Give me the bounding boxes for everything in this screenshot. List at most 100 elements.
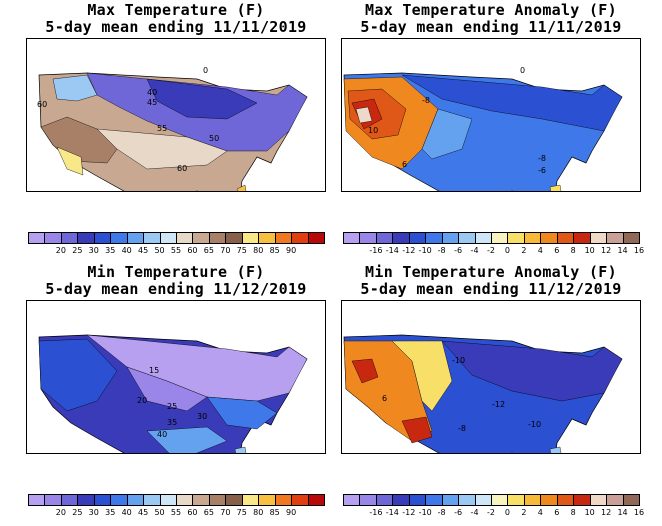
colorbar-tick-label: -6 — [454, 246, 463, 255]
colorbar-tick-label: -10 — [418, 508, 432, 517]
colorbar-tick-label: 0 — [504, 246, 510, 255]
colorbar-tick-label: 70 — [220, 246, 231, 255]
contour-label: 20 — [137, 396, 147, 405]
colorbar-tick-label: 16 — [633, 246, 645, 255]
colorbar-tick-label: 6 — [554, 246, 560, 255]
colorbar-swatch — [176, 232, 194, 244]
colorbar-tick-label: 25 — [72, 508, 83, 517]
colorbar-swatch — [225, 232, 243, 244]
colorbar-tick-label: -12 — [402, 508, 416, 517]
region-warm-sw — [56, 146, 84, 176]
colorbar-swatch — [392, 494, 410, 506]
colorbar-tick-label: -16 — [369, 508, 383, 517]
colorbar-swatch — [408, 232, 427, 244]
colorbar-swatch — [77, 494, 95, 506]
colorbar-tick-label: 55 — [170, 246, 182, 255]
contour-label: -12 — [492, 400, 505, 409]
colorbar-swatch — [458, 232, 476, 244]
colorbar-tick-label: -10 — [418, 246, 432, 255]
colorbar-tick-label: -14 — [385, 246, 399, 255]
colorbar-swatch — [491, 494, 509, 506]
map-min-temperature-anomaly: -10 -12 -10 -8 6 — [341, 300, 641, 454]
colorbar-tick-label: 30 — [88, 508, 99, 517]
colorbar-tick-label: 70 — [220, 508, 231, 517]
colorbar-swatch — [343, 232, 361, 244]
colorbar-tick-label: 40 — [121, 508, 132, 517]
colorbar-tick-label: 8 — [570, 246, 576, 255]
contour-label: 6 — [402, 160, 407, 169]
colorbar-swatch — [93, 232, 112, 244]
colorbar-swatch — [225, 494, 243, 506]
colorbar-tick-label: -4 — [470, 508, 479, 517]
colorbar-swatch — [241, 494, 260, 506]
colorbar-swatch — [159, 494, 177, 506]
colorbar-swatch — [556, 232, 575, 244]
colorbar-swatch — [28, 232, 46, 244]
colorbar-tick-label: 14 — [617, 508, 628, 517]
panel-min-temperature-anomaly: Min Temperature Anomaly (F) 5-day mean e… — [341, 262, 645, 526]
colorbar-swatch — [176, 494, 194, 506]
colorbar-swatch — [126, 494, 145, 506]
colorbar-tick-label: 35 — [105, 246, 116, 255]
contour-label: -8 — [458, 424, 466, 433]
colorbar-swatch — [44, 494, 62, 506]
panel-title-line2: 5-day mean ending 11/11/2019 — [45, 18, 307, 36]
colorbar-swatch — [143, 494, 161, 506]
colorbar-swatch — [523, 232, 542, 244]
colorbar-swatch — [307, 232, 325, 244]
colorbar-swatch — [208, 494, 227, 506]
panel-min-temperature: Min Temperature (F) 5-day mean ending 11… — [26, 262, 326, 526]
contour-label: 30 — [197, 412, 207, 421]
colorbar-swatch — [44, 232, 62, 244]
region-light-blue — [52, 74, 98, 102]
colorbar-swatch — [458, 494, 476, 506]
colorbar-tick-label: 12 — [601, 508, 612, 517]
colorbar-tick-label: 80 — [253, 508, 264, 517]
colorbar-tick-label: 55 — [170, 508, 182, 517]
colorbar-tick-label: 2 — [521, 508, 527, 517]
colorbar-tick-label: 90 — [286, 246, 297, 255]
colorbar-tick-label: -8 — [437, 508, 446, 517]
contour-label: 0 — [203, 66, 208, 75]
map-max-temperature-anomaly: 10 -8 6 -8 -6 0 — [341, 38, 641, 192]
contour-label: -6 — [538, 166, 546, 175]
panel-title-line1: Min Temperature (F) — [87, 263, 265, 281]
contour-label: -10 — [528, 420, 541, 429]
colorbar-swatch — [258, 232, 276, 244]
contour-label: 0 — [520, 66, 525, 75]
colorbar-tick-label: 16 — [633, 508, 645, 517]
colorbar-tick-label: 20 — [55, 508, 66, 517]
panel-title-line1: Max Temperature Anomaly (F) — [365, 1, 617, 19]
colorbar-tick-label: 90 — [286, 508, 297, 517]
contour-label: 60 — [37, 100, 47, 109]
colorbar-tick-label: 2 — [521, 246, 527, 255]
colorbar-tick-label: 75 — [236, 508, 247, 517]
colorbar-tick-label: 80 — [253, 246, 264, 255]
colorbar-swatch — [589, 494, 608, 506]
contour-label: 45 — [147, 98, 157, 107]
contour-label: 40 — [147, 88, 157, 97]
colorbar-swatch — [507, 494, 525, 506]
region-florida — [236, 184, 247, 191]
colorbar-swatch — [359, 232, 377, 244]
colorbar-swatch — [307, 494, 325, 506]
colorbar-tick-label: 0 — [504, 508, 510, 517]
colorbar-swatch — [60, 232, 79, 244]
colorbar-swatch — [540, 494, 558, 506]
colorbar-swatch — [343, 494, 361, 506]
colorbar-tick-label: 4 — [537, 246, 543, 255]
contour-label: -10 — [452, 356, 465, 365]
colorbar-swatch — [258, 494, 276, 506]
colorbar-tick-label: 50 — [154, 246, 165, 255]
colorbar-tick-label: 35 — [105, 508, 116, 517]
colorbar-swatch — [241, 232, 260, 244]
colorbar-tick-label: -8 — [437, 246, 446, 255]
colorbar-swatch — [474, 494, 492, 506]
colorbar-tick-label: 45 — [138, 508, 149, 517]
panel-max-temperature-anomaly: Max Temperature Anomaly (F) 5-day mean e… — [341, 0, 645, 262]
colorbar-swatch — [375, 232, 394, 244]
contour-label: -8 — [538, 154, 546, 163]
contour-label: 50 — [209, 134, 219, 143]
panel-title-line2: 5-day mean ending 11/12/2019 — [360, 280, 622, 298]
colorbar-tick-label: 60 — [187, 508, 198, 517]
